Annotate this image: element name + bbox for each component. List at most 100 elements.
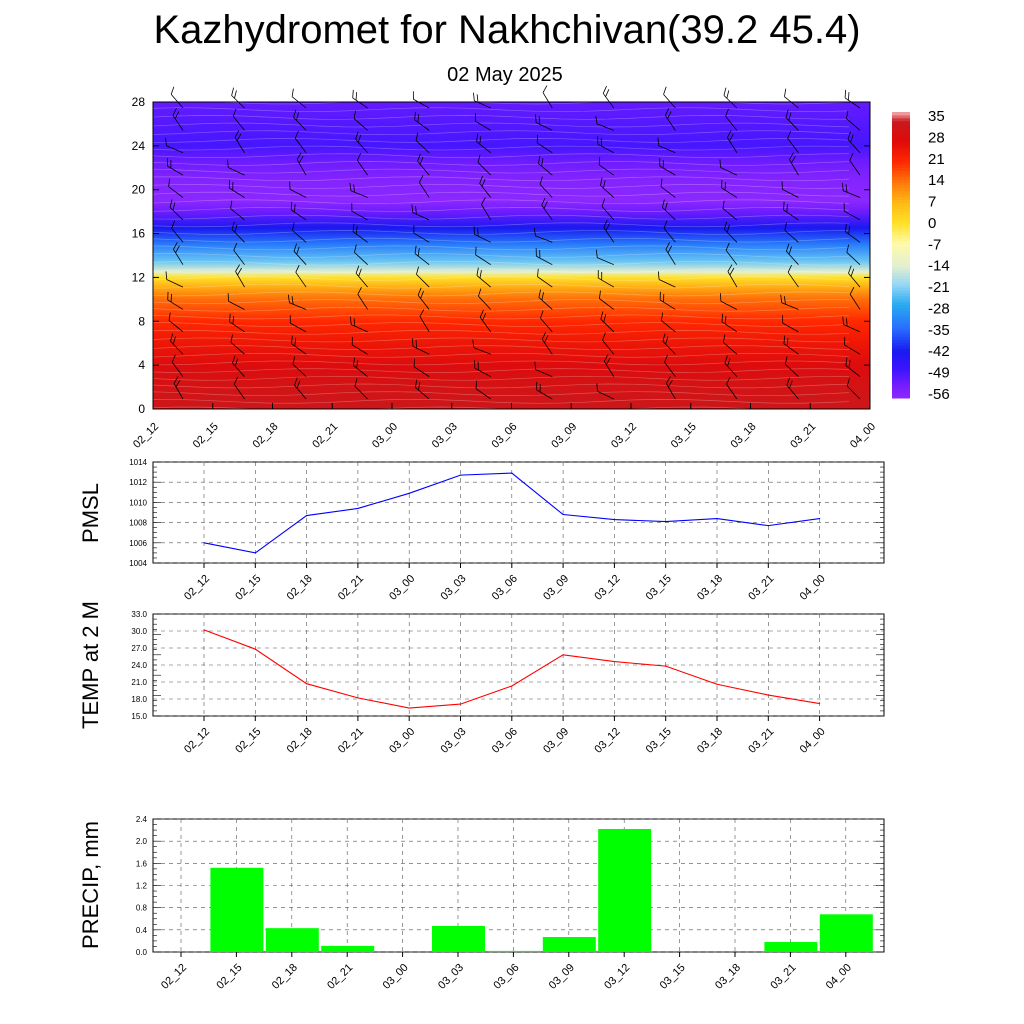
temp-point	[819, 702, 821, 705]
wind-barb-flag	[479, 270, 482, 279]
wind-barb-staff	[843, 190, 861, 198]
colorbar-bin	[892, 126, 910, 131]
wind-barb-staff	[783, 343, 799, 355]
wind-barb-flag	[414, 111, 416, 120]
wind-barb	[725, 242, 738, 265]
wind-barb-flag	[232, 315, 234, 325]
wind-barb-staff	[722, 208, 738, 221]
wind-barb-staff	[785, 117, 799, 131]
colorbar-bin	[892, 152, 910, 157]
heatmap-y-tick-label: 24	[132, 139, 146, 153]
wind-barb-flag	[783, 296, 786, 305]
wind-barb-staff	[536, 255, 553, 266]
wind-barb-flag	[787, 264, 792, 273]
wind-barb-flag	[474, 360, 476, 369]
wind-barb-staff	[173, 383, 184, 400]
colorbar-bin	[892, 345, 910, 349]
wind-barb-staff	[786, 384, 799, 400]
wind-barb	[354, 244, 368, 265]
wind-barb	[721, 179, 738, 198]
colorbar-bin	[892, 120, 910, 125]
colorbar-bin	[892, 304, 910, 309]
heatmap-y-tick-label: 28	[132, 95, 146, 109]
colorbar-bin	[892, 327, 910, 332]
wind-barb	[603, 354, 615, 377]
pmsl-point	[665, 520, 667, 523]
heatmap-x-tick-label: 03_06	[490, 421, 520, 451]
temp-point	[459, 703, 462, 705]
wind-barb	[787, 264, 799, 288]
wind-barb-flag	[298, 155, 304, 164]
heatmap-x-tick-label: 02_12	[131, 421, 161, 451]
wind-barb	[597, 270, 615, 288]
heatmap-x-tick-label: 03_21	[788, 421, 818, 451]
wind-barb	[541, 331, 553, 355]
wind-barb-staff	[536, 389, 553, 400]
wind-barb-flag	[292, 356, 296, 365]
wind-barb-flag	[598, 156, 601, 165]
wind-barb	[472, 339, 491, 355]
colorbar-bin	[892, 155, 910, 160]
heatmap-contour	[152, 176, 850, 182]
pmsl-x-tick-label: 03_12	[592, 573, 622, 603]
wind-barb-flag	[664, 108, 670, 116]
wind-barb-flag	[786, 243, 790, 252]
wind-barb-flag	[473, 226, 475, 235]
colorbar-bin	[892, 313, 910, 317]
wind-barb-staff	[846, 252, 861, 265]
wind-barb-staff	[660, 186, 676, 198]
wind-barb-flag	[724, 221, 728, 230]
wind-barb	[294, 130, 307, 154]
wind-barb-flag	[417, 287, 422, 296]
wind-barb-staff	[416, 274, 430, 288]
wind-barb-flag	[417, 153, 421, 162]
wind-barb-flag	[171, 220, 175, 229]
wind-barb-flag	[477, 361, 479, 371]
wind-barb	[538, 289, 553, 310]
wind-barb-staff	[291, 343, 307, 355]
colorbar-bin	[892, 333, 910, 338]
colorbar-bin	[892, 298, 910, 303]
wind-barb-flag	[173, 242, 178, 250]
wind-barb-staff	[170, 94, 184, 109]
colorbar-bin	[892, 193, 910, 198]
colorbar-bin	[892, 371, 910, 376]
colorbar-bin	[892, 246, 910, 250]
temp-x-tick-label: 04_00	[798, 726, 828, 756]
wind-barb	[476, 133, 491, 154]
wind-barb	[168, 312, 184, 333]
pmsl-x-tick-label: 04_00	[798, 573, 828, 603]
pmsl-x-tick-label: 03_21	[746, 573, 776, 603]
wind-barb-flag	[228, 179, 230, 189]
wind-barb-flag	[295, 264, 300, 273]
temp-x-tick-label: 03_21	[746, 726, 776, 756]
wind-barb-staff	[354, 385, 368, 400]
wind-barb	[786, 377, 799, 400]
wind-barb-flag	[237, 267, 242, 276]
temp-point	[203, 629, 205, 631]
heatmap-contour	[152, 168, 850, 174]
wind-barb	[171, 354, 184, 377]
pmsl-point	[254, 552, 256, 554]
temp-x-tick-label: 02_15	[233, 726, 263, 756]
pmsl-point	[613, 518, 616, 521]
wind-barb-flag	[846, 318, 848, 327]
pmsl-x-tick-label: 02_12	[182, 573, 212, 603]
colorbar-bin	[892, 316, 910, 320]
wind-barb-staff	[169, 207, 184, 221]
wind-barb-staff	[666, 383, 676, 400]
pmsl-x-tick-label: 03_00	[387, 573, 417, 603]
wind-barb	[289, 181, 307, 198]
wind-barb-flag	[603, 314, 607, 323]
wind-barb	[356, 152, 368, 176]
wind-barb-flag	[783, 335, 786, 344]
colorbar-bin	[892, 307, 910, 311]
wind-barb-flag	[412, 91, 414, 100]
wind-barb	[600, 177, 615, 198]
wind-barb-flag	[231, 221, 235, 230]
wind-barb-staff	[230, 342, 245, 355]
wind-barb	[657, 271, 676, 288]
wind-barb-flag	[781, 181, 783, 190]
precip-x-tick-label: 03_00	[381, 962, 411, 992]
heatmap-contour	[152, 314, 850, 320]
